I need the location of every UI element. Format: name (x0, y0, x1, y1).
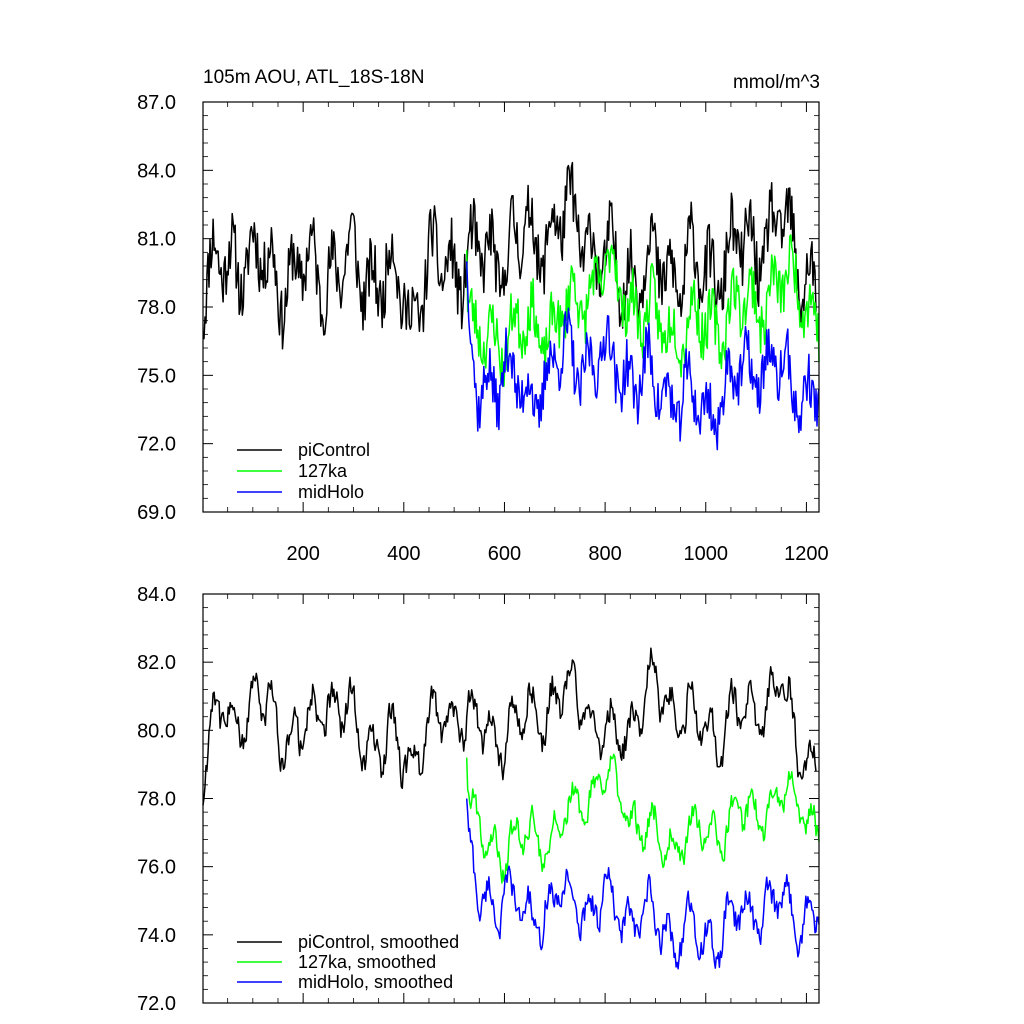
top-series-line-picontrol (202, 161, 817, 350)
legend-label-picontrol-smoothed: piControl, smoothed (298, 932, 459, 952)
bottom-y-tick-label: 76.0 (137, 857, 176, 879)
legend-label-127ka-smoothed: 127ka, smoothed (298, 952, 436, 972)
top-panel: 105m AOU, ATL_18S-18N mmol/m^3 200 400 600… (137, 67, 829, 565)
bottom-y-tick-label: 80.0 (137, 720, 176, 742)
bottom-series-line-picontrol-smoothed (202, 647, 817, 806)
top-x-tick-label: 400 (387, 543, 420, 565)
bottom-y-tick-label: 78.0 (137, 789, 176, 811)
top-chart-title: 105m AOU, ATL_18S-18N (203, 67, 424, 88)
top-x-tick-label: 200 (286, 543, 319, 565)
legend-label-picontrol: piControl (298, 440, 370, 460)
top-x-tick-label: 800 (588, 543, 621, 565)
top-y-tick-label: 84.0 (137, 160, 176, 182)
top-y-tick-label: 78.0 (137, 297, 176, 319)
legend-label-127ka: 127ka (298, 461, 348, 481)
top-y-tick-label: 75.0 (137, 365, 176, 387)
top-x-tick-label: 600 (488, 543, 521, 565)
bottom-plot-frame (202, 593, 820, 1004)
top-x-tick-label: 1000 (684, 543, 729, 565)
bottom-y-tick-label: 74.0 (137, 925, 176, 947)
legend-label-midholo-smoothed: midHolo, smoothed (298, 972, 453, 992)
top-chart-units: mmol/m^3 (733, 72, 820, 93)
bottom-y-tick-label: 84.0 (137, 584, 176, 606)
top-y-tick-label: 81.0 (137, 229, 176, 251)
bottom-series-line-127ka-smoothed (465, 753, 820, 884)
top-x-tick-label: 1200 (784, 543, 829, 565)
legend-label-midholo: midHolo (298, 482, 364, 502)
bottom-y-tick-label: 82.0 (137, 652, 176, 674)
bottom-series-line-midholo-smoothed (465, 798, 820, 970)
bottom-panel: 72.0 74.0 76.0 78.0 80.0 82.0 84.0 piControl, … (137, 584, 820, 1015)
top-y-tick-label: 72.0 (137, 434, 176, 456)
top-y-tick-label: 69.0 (137, 502, 176, 524)
top-series-line-midholo (465, 261, 820, 451)
top-y-tick-label: 87.0 (137, 92, 176, 114)
top-plot-frame (202, 101, 820, 513)
bottom-y-tick-label: 72.0 (137, 993, 176, 1015)
